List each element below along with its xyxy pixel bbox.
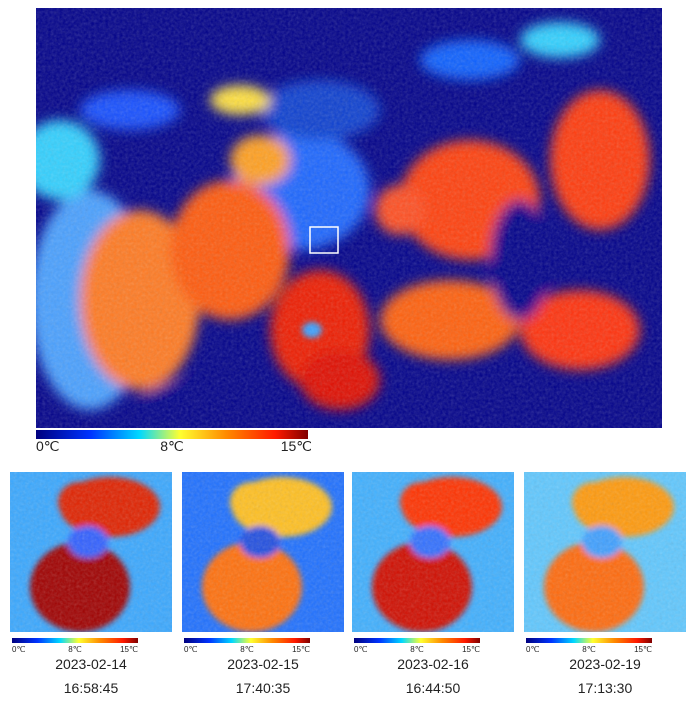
colorbar-label: 15℃	[120, 645, 138, 654]
date: 2023-02-19	[569, 656, 641, 672]
time: 16:58:45	[64, 680, 119, 696]
texture	[524, 472, 686, 632]
colorbar	[12, 638, 138, 643]
colorbar-label: 0℃	[526, 645, 539, 654]
time: 17:13:30	[578, 680, 633, 696]
panel: 0℃ 8℃ 15℃ 2023-02-14 16:58:45	[10, 472, 172, 696]
panel: 0℃ 8℃ 15℃ 2023-02-15 17:40:35	[182, 472, 344, 696]
thermal-map	[36, 8, 662, 428]
date: 2023-02-14	[55, 656, 127, 672]
colorbar-label: 8℃	[240, 645, 253, 654]
date: 2023-02-16	[397, 656, 469, 672]
colorbar	[526, 638, 652, 643]
colorbar-label: 8℃	[68, 645, 81, 654]
time: 16:44:50	[406, 680, 461, 696]
region-box	[309, 226, 339, 254]
colorbar	[184, 638, 310, 643]
panel-image	[524, 472, 686, 632]
colorbar-label: 0℃	[36, 438, 60, 454]
colorbar-label: 0℃	[354, 645, 367, 654]
texture	[182, 472, 344, 632]
colorbar-label: 8℃	[160, 438, 184, 454]
colorbar-label: 8℃	[582, 645, 595, 654]
panel-image	[182, 472, 344, 632]
panel-image	[10, 472, 172, 632]
texture	[352, 472, 514, 632]
panel: 0℃ 8℃ 15℃ 2023-02-16 16:44:50	[352, 472, 514, 696]
colorbar	[354, 638, 480, 643]
colorbar-label: 0℃	[184, 645, 197, 654]
colorbar-label: 0℃	[12, 645, 25, 654]
colorbar-label: 15℃	[634, 645, 652, 654]
colorbar-label: 15℃	[292, 645, 310, 654]
colorbar-label: 15℃	[281, 438, 312, 454]
time: 17:40:35	[236, 680, 291, 696]
colorbar	[36, 430, 308, 439]
texture	[10, 472, 172, 632]
panel-image	[352, 472, 514, 632]
colorbar-label: 15℃	[462, 645, 480, 654]
panel: 0℃ 8℃ 15℃ 2023-02-19 17:13:30	[524, 472, 686, 696]
colorbar-label: 8℃	[410, 645, 423, 654]
date: 2023-02-15	[227, 656, 299, 672]
